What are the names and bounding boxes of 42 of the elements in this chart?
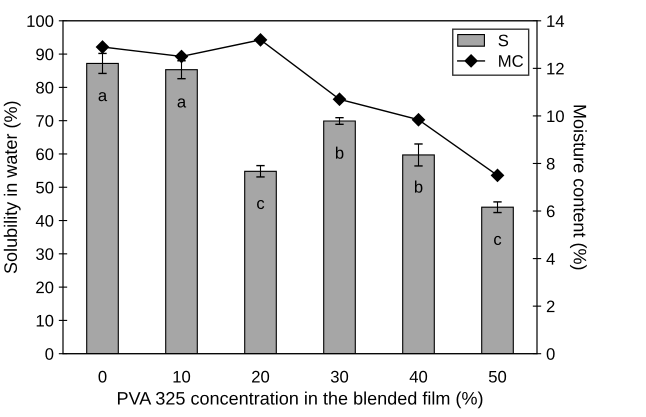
- annotation: b: [414, 180, 422, 193]
- y-axis-title: Solubility in water (%): [4, 102, 21, 274]
- point: [490, 168, 504, 182]
- y2-tick-label: 8: [546, 158, 555, 170]
- y2-tick-label: 0: [546, 348, 555, 360]
- y2-axis-title: Moisture content (%): [570, 105, 587, 270]
- x-tick-label: 0: [98, 370, 106, 383]
- y-tick-label: 70: [36, 115, 54, 127]
- y2-tick-label: 2: [546, 300, 554, 312]
- y-tick-label: 40: [36, 214, 54, 227]
- y2-tick-label: 12: [547, 62, 564, 74]
- annotation: a: [178, 98, 186, 108]
- point: [254, 33, 268, 46]
- x-tick-label: 20: [252, 370, 270, 383]
- annotation: b: [336, 146, 344, 159]
- x-tick-label: 10: [174, 370, 190, 383]
- y2-tick-label: 14: [547, 15, 564, 27]
- legend-label: MC: [499, 55, 524, 67]
- y-tick-label: 50: [36, 182, 54, 194]
- legend-label: S: [498, 34, 508, 46]
- point: [96, 40, 110, 54]
- y-tick-label: 30: [36, 248, 54, 260]
- y-tick-label: 90: [36, 48, 54, 60]
- x-tick-label: 30: [330, 370, 348, 383]
- point: [332, 92, 346, 106]
- y-tick-label: 60: [36, 148, 54, 160]
- annotation: c: [257, 200, 264, 210]
- x-tick-label: 50: [488, 370, 506, 383]
- point: [412, 113, 426, 126]
- x-tick-label: 40: [410, 370, 428, 383]
- y-tick-label: 100: [27, 15, 54, 28]
- y2-tick-label: 10: [547, 110, 564, 122]
- y2-tick-label: 4: [546, 253, 555, 265]
- annotation: c: [494, 236, 502, 246]
- y-tick-label: 80: [36, 82, 54, 94]
- y-tick-label: 0: [45, 348, 54, 360]
- y-tick-label: 10: [36, 314, 54, 327]
- annotation: a: [98, 92, 108, 102]
- x-axis-title: PVA 325 concentration in the blended film (%): [118, 391, 482, 408]
- y2-tick-label: 6: [546, 205, 555, 218]
- y-tick-label: 20: [36, 282, 54, 294]
- point: [174, 50, 188, 64]
